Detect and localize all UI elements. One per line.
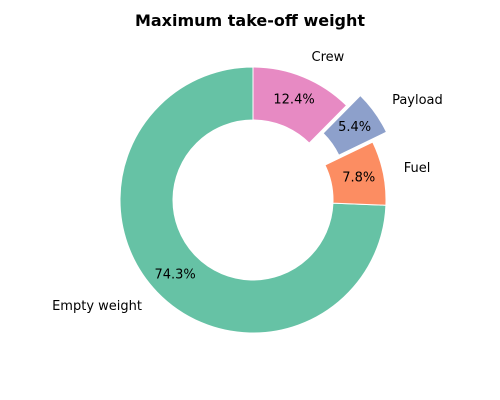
- slice-crew: [252, 66, 348, 144]
- pct-label-payload: 5.4%: [338, 120, 371, 135]
- slice-label-empty-weight: Empty weight: [52, 299, 142, 314]
- slice-empty-weight: [119, 66, 387, 334]
- slice-fuel: [324, 141, 387, 206]
- chart-title: Maximum take-off weight: [134, 11, 366, 30]
- slice-label-fuel: Fuel: [404, 161, 431, 176]
- pct-label-crew: 12.4%: [273, 93, 314, 108]
- slice-payload: [322, 94, 388, 156]
- slice-label-crew: Crew: [312, 50, 345, 65]
- pct-label-fuel: 7.8%: [342, 170, 375, 185]
- slice-label-payload: Payload: [392, 93, 443, 108]
- pct-label-empty-weight: 74.3%: [154, 267, 195, 282]
